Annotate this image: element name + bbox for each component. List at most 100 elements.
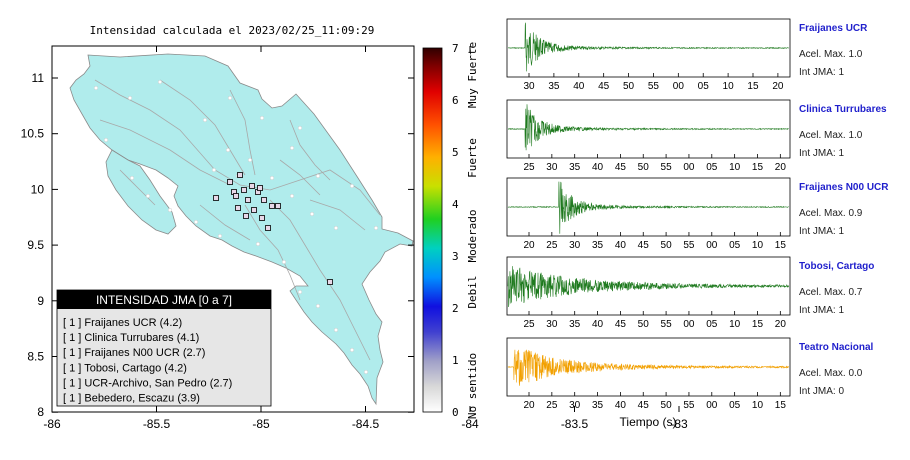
- waveform-tick-label: 05: [698, 81, 710, 92]
- waveform-tick-label: 25: [523, 319, 535, 330]
- station-max-accel: Acel. Max. 1.0: [799, 49, 863, 60]
- waveform-tick-label: 40: [615, 240, 627, 251]
- town-dot: [127, 95, 132, 100]
- town-dot: [225, 147, 230, 152]
- map-y-tick-label: 8: [37, 405, 44, 419]
- waveform-tick-label: 55: [661, 319, 673, 330]
- station-marker: [241, 187, 247, 193]
- station-jma-intensity: Int JMA: 0: [799, 386, 844, 397]
- station-marker: [213, 195, 219, 201]
- town-dot: [310, 211, 315, 216]
- map-x-tick-label: -85: [252, 417, 270, 431]
- station-name: Fraijanes N00 UCR: [799, 182, 889, 193]
- town-dot: [298, 125, 303, 130]
- station-marker: [243, 213, 249, 219]
- colorbar-tick-label: 1: [452, 354, 459, 367]
- town-dot: [247, 157, 252, 162]
- town-dot: [93, 85, 98, 90]
- waveform-panel: 20 25 30 35 40 45 50 55 00 05 10 15 Fraijanes N00 UC…: [506, 177, 889, 251]
- map-x-axis: -86 -85.5 -85 -84.5 -84 -83.5 -83: [43, 46, 688, 431]
- waveform-tick-label: 00: [706, 400, 718, 411]
- waveform-tick-label: 55: [683, 400, 695, 411]
- waveform-tick-label: 55: [683, 240, 695, 251]
- waveform-tick-label: 30: [523, 81, 535, 92]
- waveform-tick-label: 20: [523, 240, 535, 251]
- legend-items: [ 1 ] Fraijanes UCR (4.2) [ 1 ] Clinica T…: [63, 317, 232, 405]
- station-marker: [275, 203, 281, 209]
- map-y-tick-label: 9.5: [27, 238, 44, 252]
- waveform-tick-label: 50: [638, 162, 650, 173]
- town-dot: [202, 117, 207, 122]
- station-max-accel: Acel. Max. 0.0: [799, 368, 863, 379]
- waveform-panel: 30 35 40 45 50 55 00 05 10 15 20 Fraijanes UCR Acel.…: [506, 18, 868, 92]
- station-marker: [227, 179, 233, 185]
- map-x-tick-label: -83.5: [561, 417, 589, 431]
- waveform-tick-label: 15: [775, 400, 787, 411]
- waveform-tick-label: 10: [752, 240, 764, 251]
- waveform-trace: [507, 349, 789, 386]
- town-dot: [103, 137, 108, 142]
- station-marker: [249, 183, 255, 189]
- waveform-tick-label: 00: [683, 319, 695, 330]
- colorbar-category-label: Moderado: [466, 210, 479, 263]
- waveform-panel: 25 30 35 40 45 50 55 00 05 10 15 20 Clinica Turrubar…: [506, 99, 887, 173]
- station-max-accel: Acel. Max. 0.9: [799, 208, 863, 219]
- waveform-tick-label: 25: [546, 400, 558, 411]
- waveform-tick-label: 35: [569, 319, 581, 330]
- town-dot: [256, 241, 261, 246]
- station-jma-intensity: Int JMA: 1: [799, 67, 844, 78]
- map-y-tick-label: 10.5: [21, 127, 45, 141]
- colorbar-tick-label: 2: [452, 302, 459, 315]
- map-y-tick-label: 8.5: [27, 350, 44, 364]
- time-axis-label: Tiempo (s): [620, 415, 677, 429]
- town-dot: [157, 79, 162, 84]
- waveform-tick-label: 15: [752, 162, 764, 173]
- station-marker: [235, 205, 241, 211]
- town-dot: [334, 328, 339, 333]
- waveform-tick-label: 30: [569, 400, 581, 411]
- town-dot: [193, 219, 198, 224]
- waveform-tick-label: 15: [747, 81, 759, 92]
- town-dot: [211, 167, 216, 172]
- waveform-tick-label: 40: [592, 162, 604, 173]
- waveform-tick-label: 05: [706, 319, 718, 330]
- station-name: Teatro Nacional: [799, 342, 873, 353]
- waveform-tick-label: 50: [661, 400, 673, 411]
- colorbar-category-label: No sentido: [466, 353, 479, 419]
- waveform-tick-label: 05: [729, 240, 741, 251]
- town-dot: [350, 183, 355, 188]
- legend-item: [ 1 ] Clinica Turrubares (4.1): [63, 332, 199, 344]
- legend-item: [ 1 ] Fraijanes UCR (4.2): [63, 317, 182, 329]
- map-x-tick-label: -84: [461, 417, 479, 431]
- waveform-tick-label: 45: [638, 400, 650, 411]
- costa-rica-land: [69, 53, 414, 406]
- town-dot: [167, 207, 172, 212]
- town-markers: [93, 79, 379, 375]
- legend-item: [ 1 ] Tobosi, Cartago (4.2): [63, 362, 187, 374]
- map-x-tick-label: -83: [670, 417, 688, 431]
- waveform-tick-label: 35: [548, 81, 560, 92]
- waveform-panels: 30 35 40 45 50 55 00 05 10 15 20 Fraijanes UCR Acel.…: [506, 18, 889, 411]
- waveform-tick-label: 10: [729, 162, 741, 173]
- colorbar-tick-label: 3: [452, 250, 459, 263]
- colorbar-category-label: Muy Fuerte: [466, 42, 479, 108]
- waveform-tick-label: 25: [546, 240, 558, 251]
- town-dot: [364, 370, 369, 375]
- town-dot: [217, 233, 222, 238]
- station-marker: [269, 203, 275, 209]
- station-name: Tobosi, Cartago: [799, 261, 874, 272]
- waveform-tick-label: 00: [706, 240, 718, 251]
- waveform-panel: 25 30 35 40 45 50 55 00 05 10 15 20 Tobosi, Cartago A…: [506, 256, 874, 330]
- station-marker: [233, 193, 239, 199]
- town-dot: [374, 225, 379, 230]
- station-jma-intensity: Int JMA: 1: [799, 305, 844, 316]
- station-jma-intensity: Int JMA: 1: [799, 148, 844, 159]
- waveform-tick-label: 20: [523, 400, 535, 411]
- map-legend: INTENSIDAD JMA [0 a 7] [ 1 ] Fraijanes U…: [56, 289, 272, 407]
- waveform-tick-label: 50: [623, 81, 635, 92]
- waveform-tick-label: 15: [775, 240, 787, 251]
- waveform-trace: [507, 181, 789, 234]
- waveform-tick-label: 45: [598, 81, 610, 92]
- station-max-accel: Acel. Max. 0.7: [799, 287, 863, 298]
